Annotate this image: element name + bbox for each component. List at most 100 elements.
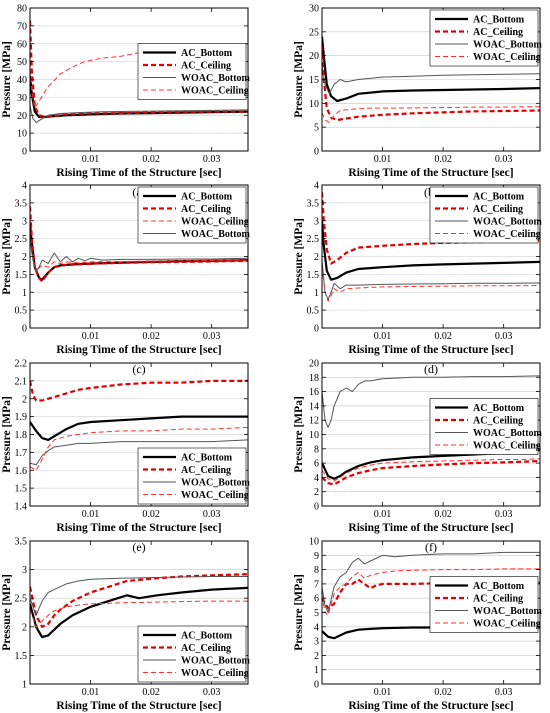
x-tick-label: 0.02 (434, 331, 452, 342)
y-tick-label: 7 (314, 579, 319, 590)
x-tick-label: 0.02 (434, 687, 452, 698)
x-tick-label: 0.03 (495, 687, 513, 698)
legend-entry: AC_Ceiling (473, 594, 523, 605)
x-axis-label: Rising Time of the Structure [sec] (348, 522, 513, 534)
legend-entry: WOAC_Bottom (473, 40, 543, 51)
y-tick-label: 4 (22, 181, 27, 192)
legend-entry: WOAC_Ceiling (181, 668, 249, 679)
x-tick-label: 0.01 (374, 509, 392, 520)
legend-entry: AC_Ceiling (181, 204, 231, 215)
x-tick-label: 0.03 (495, 509, 513, 520)
y-tick-label: 10 (309, 99, 319, 110)
panel-label: (f) (425, 540, 437, 554)
legend: AC_BottomAC_CeilingWOAC_BottomWOAC_Ceili… (137, 43, 251, 100)
series-line (322, 260, 540, 300)
legend: AC_BottomAC_CeilingWOAC_BottomWOAC_Ceili… (429, 398, 543, 455)
y-tick-label: 70 (17, 21, 27, 32)
y-tick-label: 0.5 (15, 306, 28, 317)
x-tick-label: 0.02 (434, 154, 452, 165)
x-tick-label: 0.01 (82, 154, 100, 165)
legend-entry: AC_Ceiling (473, 27, 523, 38)
y-tick-label: 8 (314, 444, 319, 455)
y-tick-label: 30 (309, 4, 319, 15)
series-line (322, 36, 540, 103)
series-line (322, 267, 540, 302)
chart-panel: 0 2 4 6 8 10 12 14 16 18 20 0.01 0.02 0.03 Rising Time… (293, 359, 543, 555)
y-tick-label: 15 (309, 75, 319, 86)
y-tick-label: 1.8 (15, 430, 28, 441)
x-axis-label: Rising Time of the Structure [sec] (348, 344, 513, 356)
y-tick-label: 1 (22, 288, 27, 299)
y-tick-label: 6 (314, 594, 319, 605)
series-line (322, 459, 540, 486)
legend-entry: AC_Bottom (181, 192, 233, 203)
series-line (322, 46, 540, 122)
legend-entry: WOAC_Bottom (181, 229, 251, 240)
y-tick-label: 3.5 (15, 198, 28, 209)
y-tick-label: 0 (314, 502, 319, 513)
series-group (322, 36, 540, 123)
y-tick-label: 0 (22, 324, 27, 335)
y-tick-label: 1.5 (307, 270, 320, 281)
y-tick-label: 0 (314, 147, 319, 158)
y-tick-label: 1.4 (15, 502, 28, 513)
series-group (30, 379, 248, 471)
series-line (30, 379, 248, 402)
series-line (322, 106, 540, 123)
y-tick-label: 2 (22, 252, 27, 263)
legend-entry: WOAC_Ceiling (473, 52, 541, 63)
y-tick-label: 20 (17, 111, 27, 122)
x-tick-label: 0.03 (495, 331, 513, 342)
legend-entry: WOAC_Bottom (473, 428, 543, 439)
x-tick-label: 0.01 (374, 331, 392, 342)
legend-entry: WOAC_Bottom (473, 606, 543, 617)
legend: AC_BottomAC_CeilingWOAC_BottomWOAC_Ceili… (429, 9, 543, 67)
x-tick-label: 0.02 (142, 687, 160, 698)
y-tick-label: 3.5 (307, 198, 320, 209)
y-axis-label: Pressure [MPa] (1, 396, 13, 473)
y-axis-label: Pressure [MPa] (293, 396, 305, 473)
x-axis-label: Rising Time of the Structure [sec] (56, 344, 221, 356)
x-tick-label: 0.01 (374, 154, 392, 165)
legend-entry: AC_Ceiling (181, 61, 231, 72)
y-tick-label: 2.1 (15, 376, 28, 387)
panel-label: (e) (132, 540, 145, 554)
y-tick-label: 1.5 (15, 270, 28, 281)
series-line (30, 415, 248, 441)
x-tick-label: 0.01 (82, 687, 100, 698)
series-line (322, 65, 540, 95)
series-line (30, 238, 248, 272)
y-tick-label: 18 (309, 373, 319, 384)
chart-panel: 1.4 1.5 1.6 1.7 1.8 1.9 2 2.1 2.2 0.01 0.02 0.03 Ris… (1, 359, 251, 555)
y-tick-label: 2.5 (307, 234, 320, 245)
x-tick-label: 0.01 (82, 509, 100, 520)
y-tick-label: 8 (314, 565, 319, 576)
legend-entry: WOAC_Bottom (181, 478, 251, 489)
y-tick-label: 0 (314, 324, 319, 335)
series-line (30, 426, 248, 471)
legend: AC_BottomAC_CeilingWOAC_BottomWOAC_Ceili… (429, 576, 543, 633)
series-line (30, 439, 248, 466)
y-tick-label: 3 (22, 565, 27, 576)
series-line (30, 106, 248, 123)
chart-panel: 0 1 2 3 4 5 6 7 8 9 10 0.01 0.02 0.03 Rising Time of t… (293, 537, 543, 713)
y-tick-label: 16 (309, 387, 319, 398)
y-tick-label: 0 (22, 147, 27, 158)
legend-entry: AC_Bottom (181, 48, 233, 59)
series-line (322, 578, 540, 610)
x-tick-label: 0.01 (374, 687, 392, 698)
series-line (30, 242, 248, 272)
x-tick-label: 0.03 (203, 331, 221, 342)
chart-panel: 1 1.5 2 2.5 3 3.5 0.01 0.02 0.03 Rising Time of t… (1, 537, 251, 713)
legend-entry: WOAC_Ceiling (473, 619, 541, 630)
x-axis-label: Rising Time of the Structure [sec] (348, 700, 513, 712)
legend-entry: AC_Ceiling (473, 204, 523, 215)
x-tick-label: 0.02 (142, 331, 160, 342)
x-tick-label: 0.02 (142, 509, 160, 520)
y-tick-label: 1 (22, 680, 27, 691)
x-tick-label: 0.03 (203, 509, 221, 520)
y-tick-label: 5 (314, 608, 319, 619)
y-tick-label: 2 (22, 622, 27, 633)
y-tick-label: 50 (17, 57, 27, 68)
chart-panel: 0 0.5 1 1.5 2 2.5 3 3.5 4 0.01 0.02 0.03 Rising Time… (1, 181, 251, 377)
